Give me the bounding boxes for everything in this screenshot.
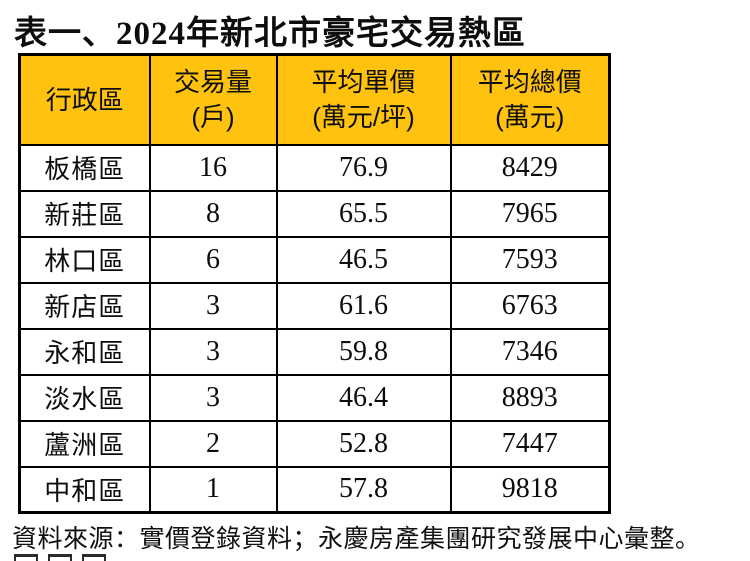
source-note: 資料來源：實價登錄資料；永慶房產集團研究發展中心彙整。 (12, 525, 701, 553)
cropped-glyph-top (82, 554, 106, 561)
cell-district: 中和區 (18, 465, 151, 514)
table-row: 淡水區 3 46.4 8893 (18, 373, 611, 422)
cropped-glyph-top (14, 554, 38, 561)
table-row: 永和區 3 59.8 7346 (18, 327, 611, 376)
cell-avg-unit-price: 46.4 (275, 373, 452, 422)
header-unit: (萬元) (495, 101, 565, 132)
cell-volume: 3 (148, 281, 278, 330)
cell-district: 新店區 (18, 281, 151, 330)
page-title: 表一、2024年新北市豪宅交易熱區 (14, 16, 526, 52)
luxury-housing-table: 行政區 交易量 (戶) 平均單價 (萬元/坪) 平均總價 (萬元) 板橋區 (18, 53, 611, 514)
cell-volume: 1 (148, 465, 278, 514)
cell-avg-unit-price: 46.5 (275, 235, 452, 284)
cell-avg-unit-price: 65.5 (275, 189, 452, 238)
cell-avg-unit-price: 61.6 (275, 281, 452, 330)
header-cell-avg-total-price: 平均總價 (萬元) (449, 53, 611, 146)
cell-avg-total-price: 7447 (449, 419, 611, 468)
cell-avg-total-price: 7593 (449, 235, 611, 284)
cell-volume: 3 (148, 373, 278, 422)
cell-avg-total-price: 9818 (449, 465, 611, 514)
table-row: 中和區 1 57.8 9818 (18, 465, 611, 514)
cell-volume: 8 (148, 189, 278, 238)
cell-district: 永和區 (18, 327, 151, 376)
header-unit: (戶) (191, 101, 235, 132)
cropped-glyph-top (48, 554, 72, 561)
cropped-text-fragment (14, 554, 106, 561)
cell-avg-unit-price: 57.8 (275, 465, 452, 514)
cell-avg-unit-price: 59.8 (275, 327, 452, 376)
table-row: 新莊區 8 65.5 7965 (18, 189, 611, 238)
cell-district: 淡水區 (18, 373, 151, 422)
cell-avg-unit-price: 52.8 (275, 419, 452, 468)
cell-avg-total-price: 7346 (449, 327, 611, 376)
table-row: 板橋區 16 76.9 8429 (18, 143, 611, 192)
cell-district: 林口區 (18, 235, 151, 284)
header-label: 交易量 (173, 67, 252, 98)
cell-avg-total-price: 7965 (449, 189, 611, 238)
cell-avg-total-price: 8429 (449, 143, 611, 192)
header-label: 行政區 (45, 84, 124, 115)
table-row: 蘆洲區 2 52.8 7447 (18, 419, 611, 468)
header-cell-volume: 交易量 (戶) (148, 53, 278, 146)
header-row: 行政區 交易量 (戶) 平均單價 (萬元/坪) 平均總價 (萬元) (18, 53, 611, 146)
cell-district: 新莊區 (18, 189, 151, 238)
cell-avg-unit-price: 76.9 (275, 143, 452, 192)
header-unit: (萬元/坪) (312, 101, 415, 132)
cell-volume: 6 (148, 235, 278, 284)
cell-district: 蘆洲區 (18, 419, 151, 468)
header-label: 平均總價 (477, 67, 582, 98)
table-row: 新店區 3 61.6 6763 (18, 281, 611, 330)
cell-district: 板橋區 (18, 143, 151, 192)
cell-volume: 16 (148, 143, 278, 192)
cell-avg-total-price: 8893 (449, 373, 611, 422)
cell-volume: 2 (148, 419, 278, 468)
header-cell-avg-unit-price: 平均單價 (萬元/坪) (275, 53, 452, 146)
cell-volume: 3 (148, 327, 278, 376)
cell-avg-total-price: 6763 (449, 281, 611, 330)
header-label: 平均單價 (311, 67, 416, 98)
table-row: 林口區 6 46.5 7593 (18, 235, 611, 284)
header-cell-district: 行政區 (18, 53, 151, 146)
